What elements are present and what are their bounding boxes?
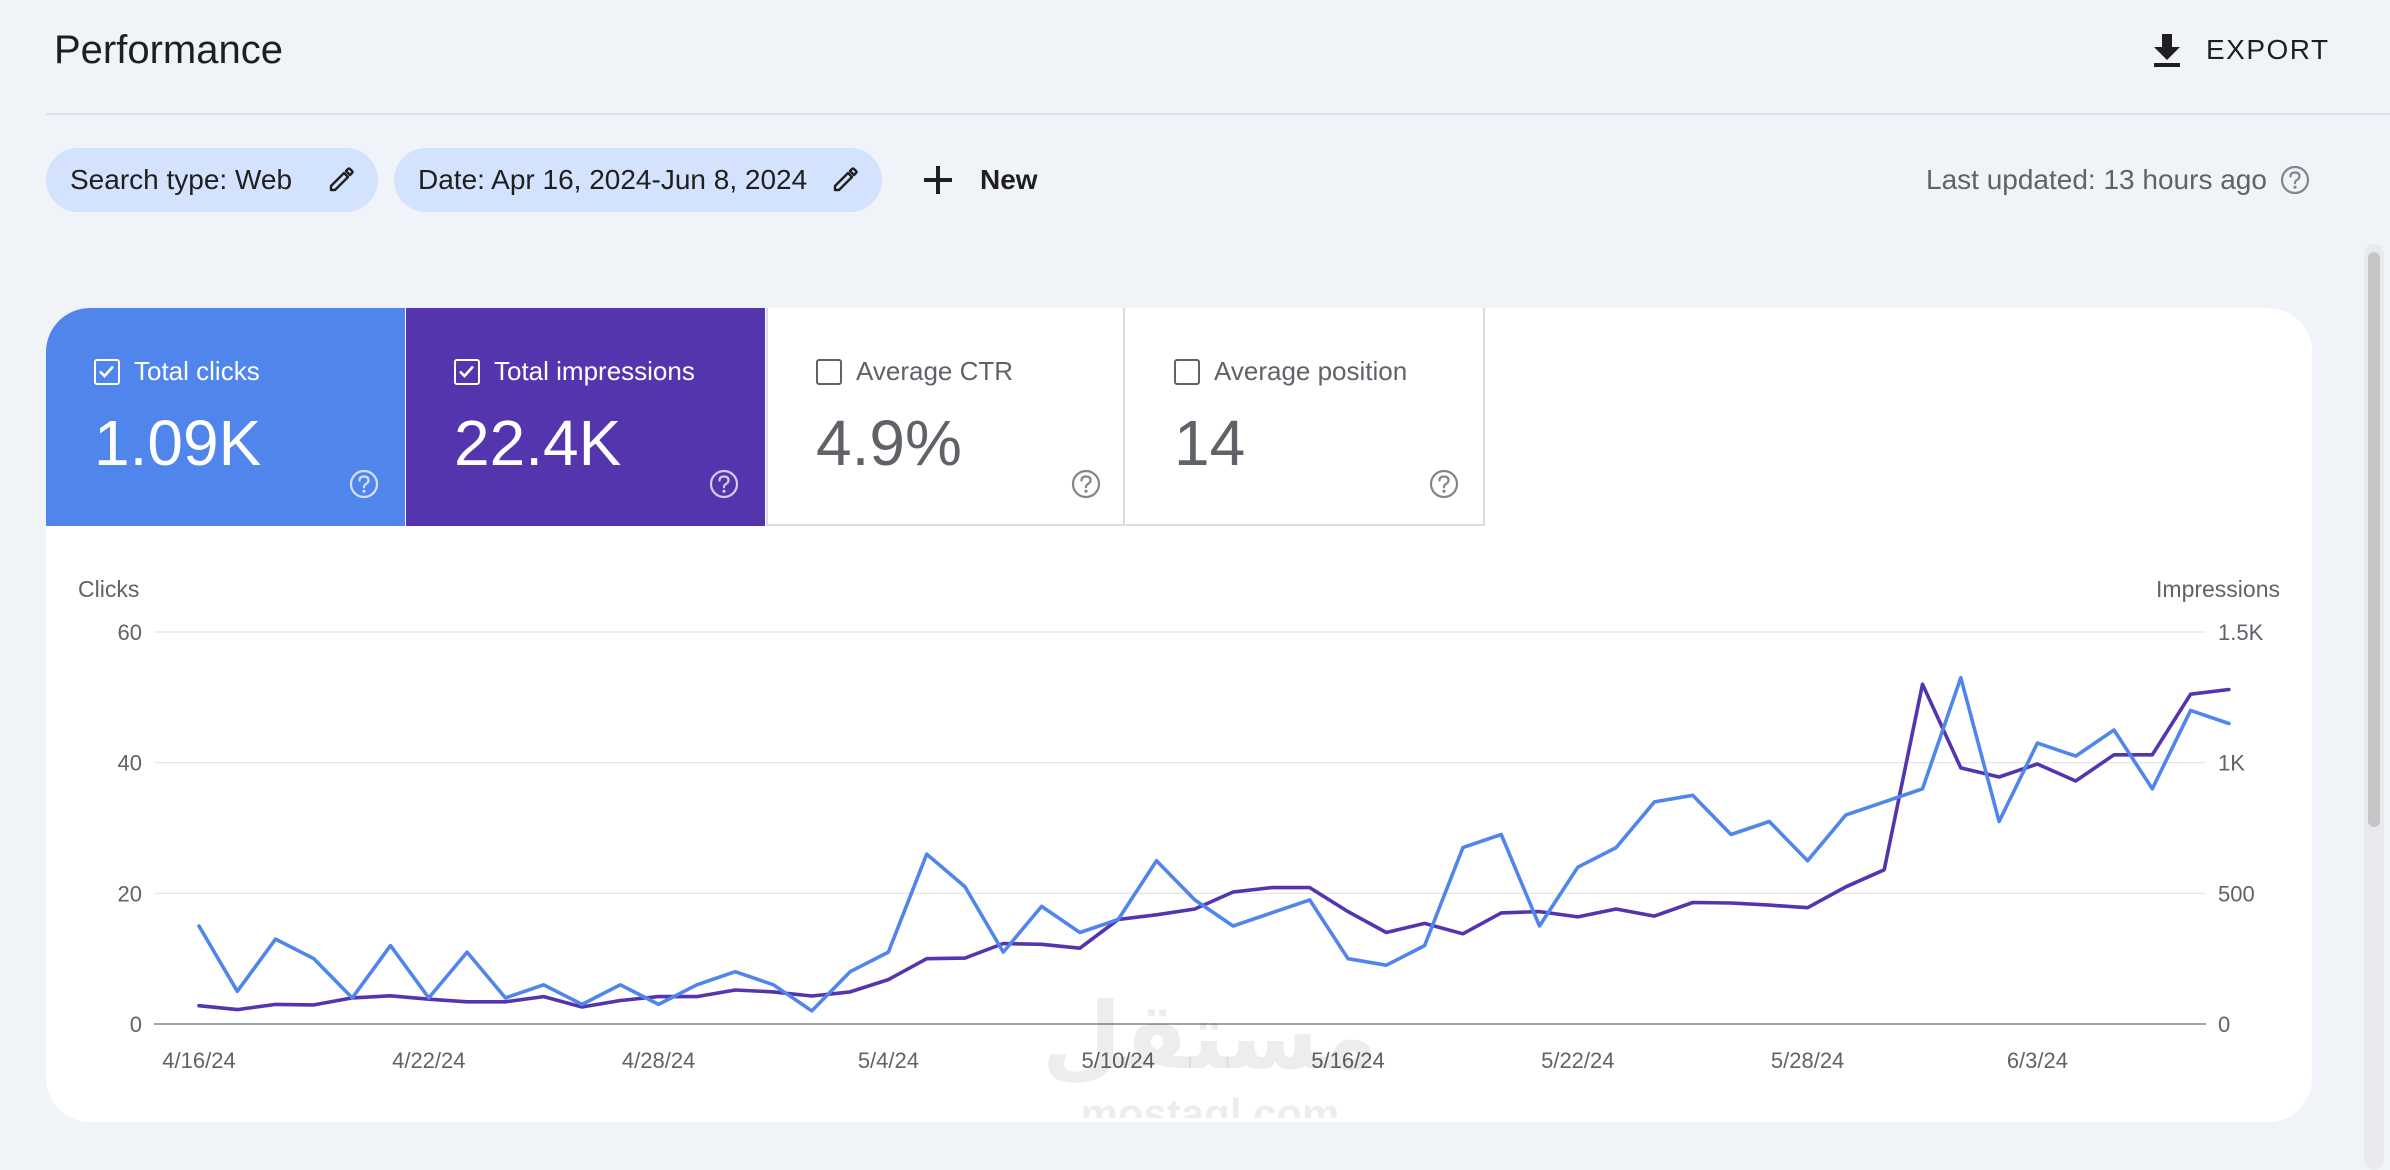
date-range-chip[interactable]: Date: Apr 16, 2024-Jun 8, 2024 (394, 148, 882, 212)
metric-label: Total clicks (134, 356, 260, 386)
search-type-chip[interactable]: Search type: Web (46, 148, 378, 212)
last-updated-text: Last updated: 13 hours ago (1926, 164, 2267, 195)
left-tick-label: 20 (118, 881, 142, 906)
x-tick-label: 5/22/24 (1541, 1048, 1614, 1073)
export-label: EXPORT (2206, 34, 2330, 65)
left-tick-label: 40 (118, 751, 142, 776)
x-tick-label: 5/16/24 (1311, 1048, 1384, 1073)
help-icon[interactable] (708, 468, 740, 500)
x-tick-label: 6/3/24 (2007, 1048, 2068, 1073)
help-icon[interactable] (1070, 468, 1102, 500)
right-tick-label: 0 (2218, 1012, 2230, 1037)
watermark-latin: mostaql.com (1080, 1090, 1339, 1118)
help-icon[interactable] (1428, 468, 1460, 500)
header-divider (46, 113, 2390, 115)
right-tick-label: 1.5K (2218, 620, 2264, 645)
series-line-impressions (197, 682, 2231, 1012)
x-tick-label: 4/28/24 (622, 1048, 695, 1073)
right-axis-label: Impressions (2156, 576, 2280, 602)
help-icon[interactable] (2279, 164, 2311, 196)
date-range-label: Date: Apr 16, 2024-Jun 8, 2024 (418, 164, 808, 195)
help-icon[interactable] (348, 468, 380, 500)
x-tick-label: 4/16/24 (162, 1048, 235, 1073)
left-axis-label: Clicks (78, 576, 139, 602)
right-tick-label: 500 (2218, 881, 2255, 906)
metric-total-clicks[interactable]: Total clicks 1.09K (46, 308, 405, 526)
right-tick-label: 1K (2218, 751, 2245, 776)
metric-total-impressions[interactable]: Total impressions 22.4K (406, 308, 765, 526)
metric-label: Average position (1214, 356, 1408, 386)
metric-average-position[interactable]: Average position 14 (1126, 308, 1485, 526)
metric-value: 4.9% (816, 407, 962, 479)
checkbox-checked[interactable] (454, 359, 480, 385)
checkbox-unchecked[interactable] (816, 359, 842, 385)
page-title: Performance (54, 28, 283, 72)
checkbox-unchecked[interactable] (1174, 359, 1200, 385)
series-line-clicks (197, 675, 2231, 1013)
edit-icon[interactable] (326, 165, 356, 195)
checkbox-checked[interactable] (94, 359, 120, 385)
watermark-arabic: مستقل (1042, 986, 1378, 1088)
metric-average-ctr[interactable]: Average CTR 4.9% (766, 308, 1125, 526)
metric-value: 1.09K (94, 407, 262, 479)
performance-chart: Clicks Impressions 0 20 40 60 0 500 1K 1.5K 4/… (78, 576, 2280, 1118)
metric-label: Average CTR (856, 356, 1014, 386)
download-icon (2154, 34, 2180, 67)
new-filter-label: New (980, 164, 1038, 195)
metric-value: 14 (1174, 407, 1246, 479)
x-tick-label: 4/22/24 (392, 1048, 465, 1073)
x-tick-label: 5/10/24 (1081, 1048, 1154, 1073)
search-type-label: Search type: Web (70, 164, 293, 195)
x-tick-label: 5/28/24 (1771, 1048, 1844, 1073)
edit-icon[interactable] (830, 165, 860, 195)
metric-label: Total impressions (494, 356, 695, 386)
scrollbar-thumb[interactable] (2368, 252, 2380, 827)
left-tick-label: 60 (118, 620, 142, 645)
plus-icon (924, 166, 952, 194)
export-button[interactable]: EXPORT (2150, 28, 2330, 72)
performance-card: Total clicks 1.09K Total impressions 22.… (46, 308, 2312, 1122)
left-tick-label: 0 (130, 1012, 142, 1037)
metric-value: 22.4K (454, 407, 622, 479)
new-filter-button[interactable]: New (918, 150, 1038, 210)
top-bar: Performance EXPORT (0, 0, 2390, 112)
x-tick-label: 5/4/24 (858, 1048, 919, 1073)
last-updated: Last updated: 13 hours ago (1926, 160, 2311, 200)
